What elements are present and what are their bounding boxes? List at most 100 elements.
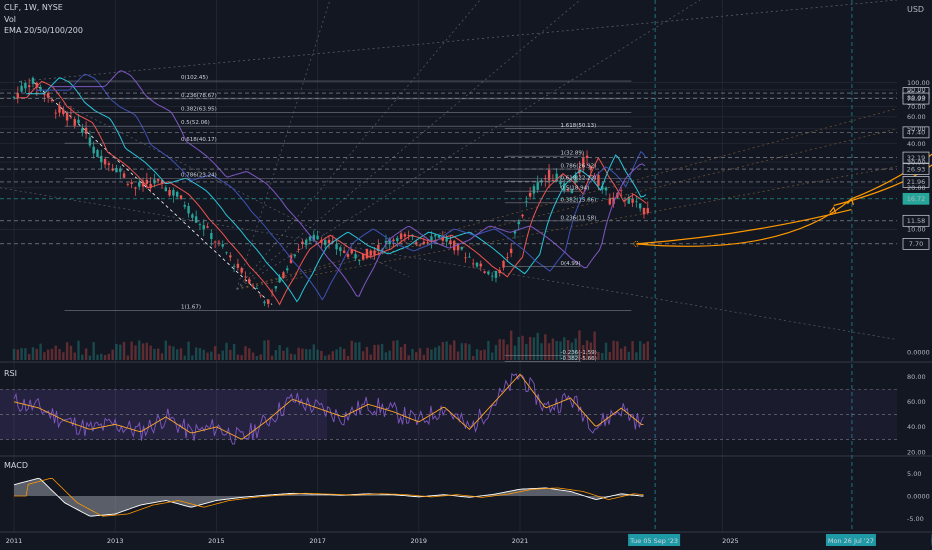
fib-level-label: 0.786(23.24) xyxy=(181,172,217,178)
volume-bar xyxy=(331,351,334,360)
rsi-axis-tick: 20.00 xyxy=(907,448,926,456)
volume-bar xyxy=(426,347,429,360)
candle-body xyxy=(612,197,615,204)
candle-body xyxy=(354,253,357,259)
volume-label[interactable]: Vol xyxy=(4,15,16,24)
candle-body xyxy=(555,173,558,182)
volume-bar xyxy=(297,347,300,360)
volume-bar xyxy=(305,349,308,360)
volume-bar xyxy=(460,343,464,360)
volume-bar xyxy=(513,345,517,360)
price-tag-label: 47.40 xyxy=(907,129,926,137)
price-axis-tick: 100.00 xyxy=(907,79,930,87)
volume-bar xyxy=(449,344,452,360)
volume-bar xyxy=(646,341,649,360)
volume-bar xyxy=(369,354,372,360)
projection-arrowhead xyxy=(846,197,854,206)
volume-bar xyxy=(62,352,65,360)
candle-body xyxy=(437,235,441,238)
price-axis[interactable]: 85.6478.9347.4032.1926.9321.9616.7211.58… xyxy=(902,79,930,523)
candle-body xyxy=(198,224,202,225)
volume-bar xyxy=(608,351,612,360)
candle-body xyxy=(149,183,152,189)
candle-body xyxy=(282,272,285,279)
volume-bar xyxy=(597,352,600,360)
price-axis-tick: 20.00 xyxy=(907,184,926,192)
candle-body xyxy=(453,240,456,251)
macd-label[interactable]: MACD xyxy=(4,461,28,470)
volume-bar xyxy=(487,340,490,360)
currency-label: USD xyxy=(907,5,925,14)
volume-bar xyxy=(396,340,399,360)
candle-body xyxy=(642,207,646,215)
volume-bar xyxy=(191,355,194,360)
candle-body xyxy=(392,239,395,241)
projection-origin xyxy=(633,240,640,247)
fib-ext-label: 1.618(50.13) xyxy=(560,123,596,129)
candle-body xyxy=(119,168,122,172)
volume-bar xyxy=(320,350,323,360)
volume-bar xyxy=(627,351,630,360)
candle-body xyxy=(585,155,589,158)
volume-bar xyxy=(88,355,92,360)
price-axis-tick: 60.00 xyxy=(907,113,926,121)
candle-body xyxy=(115,167,118,173)
volume-bar xyxy=(422,354,426,360)
candle-body xyxy=(638,203,642,209)
volume-bar xyxy=(172,346,175,360)
volume-bar xyxy=(616,341,619,360)
candle-body xyxy=(418,244,422,246)
candle-body xyxy=(35,82,38,88)
volume-bar xyxy=(35,348,38,360)
volume-bar xyxy=(73,352,76,360)
volume-bar xyxy=(179,348,183,360)
volume-bar xyxy=(244,346,247,360)
volume-bar xyxy=(50,348,54,360)
time-axis[interactable]: 20112013201520172019202120252033Tue 05 S… xyxy=(6,534,932,546)
volume-bar xyxy=(126,355,130,360)
volume-bar xyxy=(31,347,35,360)
volume-bar xyxy=(327,354,331,360)
volume-bar xyxy=(301,348,304,360)
volume-bar xyxy=(77,340,80,360)
volume-bar xyxy=(407,355,410,360)
volume-bar xyxy=(453,340,456,360)
volume-bar xyxy=(384,352,388,360)
candle-body xyxy=(635,201,638,203)
volume-bar xyxy=(278,345,281,360)
price-tag xyxy=(902,126,930,139)
volume-bar xyxy=(24,348,27,360)
price-tag-label: 32.19 xyxy=(907,154,926,162)
volume-bar xyxy=(164,340,167,360)
fan-line xyxy=(236,0,331,290)
volume-bar xyxy=(248,348,251,360)
candle-body xyxy=(494,271,498,278)
candle-body xyxy=(631,198,634,203)
candle-body xyxy=(604,187,608,191)
volume-bar xyxy=(274,350,278,360)
symbol-title[interactable]: CLF, 1W, NYSE xyxy=(4,3,63,12)
volume-bar xyxy=(308,349,312,360)
volume-bar xyxy=(12,348,16,360)
volume-bar xyxy=(115,343,118,360)
time-highlight-label: Mon 26 Jul '27 xyxy=(828,537,874,545)
candle-body xyxy=(445,238,448,242)
rsi-label[interactable]: RSI xyxy=(4,369,17,378)
volume-bar xyxy=(411,348,414,360)
volume-bar xyxy=(456,351,460,360)
candle-body xyxy=(422,241,426,245)
candle-body xyxy=(138,182,141,187)
candle-body xyxy=(342,250,346,253)
candle-body xyxy=(187,205,190,214)
ema-label[interactable]: EMA 20/50/100/200 xyxy=(4,26,83,35)
volume-bar xyxy=(623,346,627,360)
projection-curve xyxy=(833,164,932,207)
volume-bar xyxy=(346,355,350,360)
volume-bar xyxy=(620,348,623,360)
volume-bar xyxy=(217,353,221,360)
candle-body xyxy=(27,85,31,88)
volume-bar xyxy=(494,344,498,360)
fan-trendlines xyxy=(0,0,898,340)
